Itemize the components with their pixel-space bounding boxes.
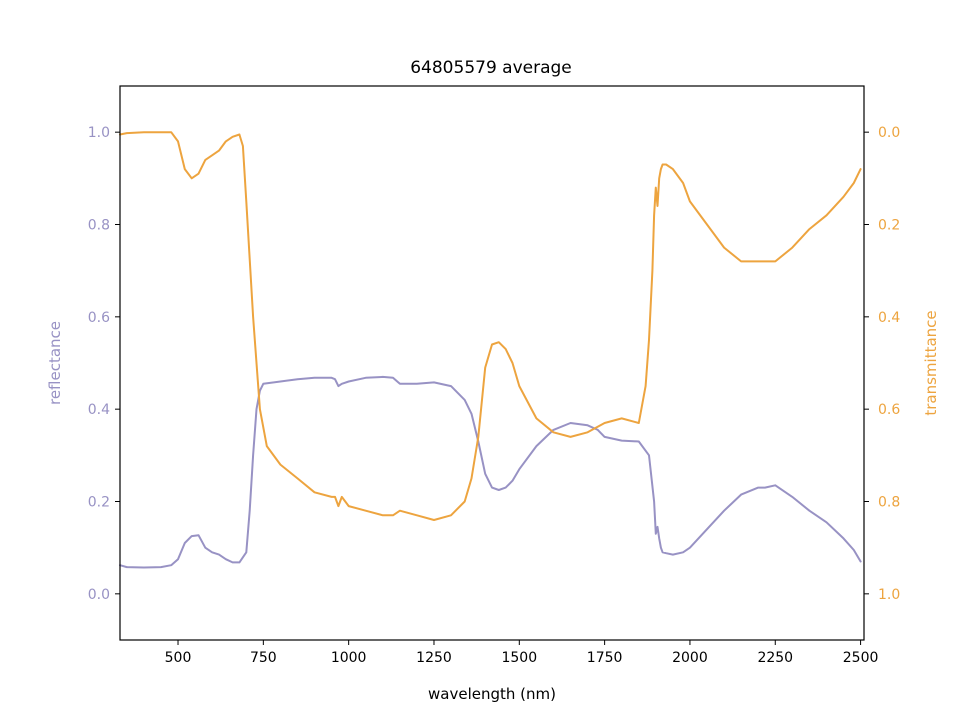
y-left-tick-label: 0.4 [88, 402, 110, 418]
y-left-tick-label: 0.2 [88, 495, 110, 511]
y-axis-right: 0.0 0.2 0.4 0.6 0.8 1.0 [864, 125, 900, 603]
x-tick-label: 500 [165, 650, 192, 666]
x-tick-label: 2250 [757, 650, 793, 666]
y-axis-left-label: reflectance [46, 321, 64, 405]
x-axis-label: wavelength (nm) [428, 685, 556, 703]
chart-title: 64805579 average [410, 58, 572, 78]
y-axis-left: 0.0 0.2 0.4 0.6 0.8 1.0 [88, 125, 120, 603]
y-right-tick-label: 0.6 [878, 402, 900, 418]
y-left-tick-label: 0.8 [88, 218, 110, 234]
x-tick-label: 2000 [672, 650, 708, 666]
y-right-tick-label: 1.0 [878, 587, 900, 603]
y-right-tick-label: 0.2 [878, 218, 900, 234]
x-axis: 500 750 1000 1250 1500 1750 2000 2250 2500 [165, 640, 879, 666]
plot-area [119, 131, 862, 569]
y-left-tick-label: 1.0 [88, 125, 110, 141]
y-left-tick-label: 0.0 [88, 587, 110, 603]
y-right-tick-label: 0.8 [878, 495, 900, 511]
x-tick-label: 1750 [587, 650, 623, 666]
y-right-tick-label: 0.4 [878, 310, 900, 326]
x-tick-label: 1000 [331, 650, 367, 666]
reflectance-line [119, 375, 862, 569]
y-axis-right-label: transmittance [922, 310, 940, 415]
x-tick-label: 1250 [416, 650, 452, 666]
x-tick-label: 2500 [843, 650, 879, 666]
x-tick-label: 750 [250, 650, 277, 666]
y-left-tick-label: 0.6 [88, 310, 110, 326]
transmittance-line [119, 131, 862, 521]
plot-frame [119, 85, 865, 641]
y-right-tick-label: 0.0 [878, 125, 900, 141]
x-tick-label: 1500 [501, 650, 537, 666]
